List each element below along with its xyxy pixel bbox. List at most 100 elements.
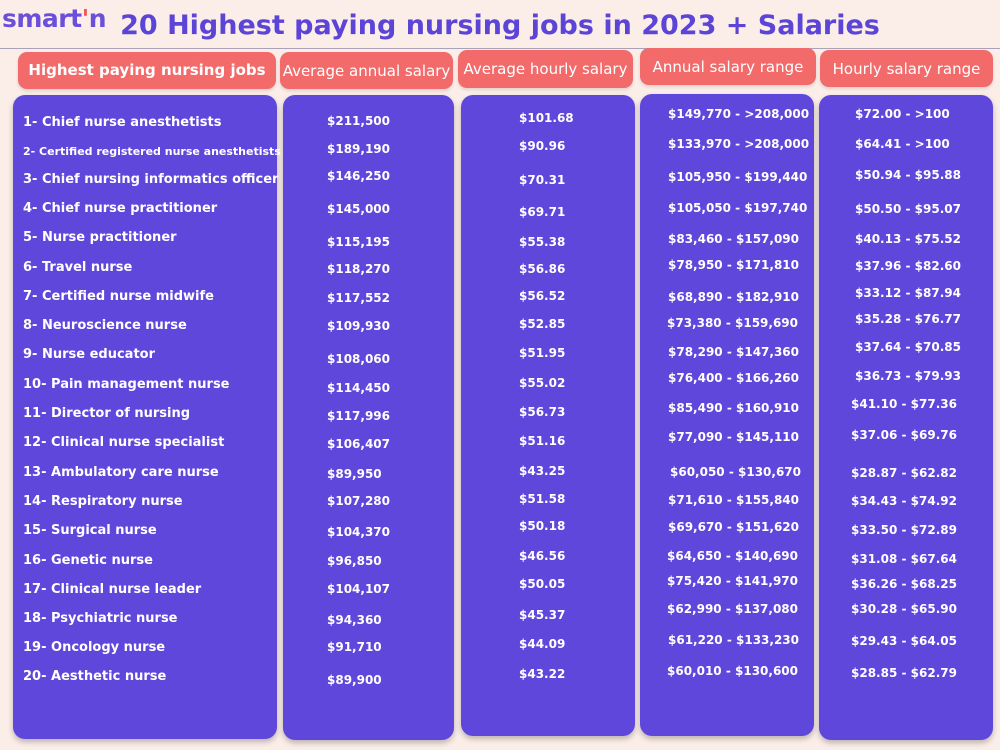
- annual-salary-cell: $107,280: [327, 494, 391, 508]
- hourly-salary-cell: $43.25: [519, 464, 566, 478]
- annual-salary-cell: $108,060: [327, 352, 391, 366]
- hourly-salary-cell: $55.02: [519, 376, 566, 390]
- annual-range-cell: $78,950 - $171,810: [668, 258, 799, 272]
- hourly-salary-cell: $70.31: [519, 173, 566, 187]
- job-name-cell: 9- Nurse educator: [23, 347, 156, 362]
- annual-range-cell: $149,770 - >208,000: [668, 107, 810, 121]
- header-annual-salary: Average annual salary: [280, 52, 453, 89]
- annual-range-cell: $76,400 - $166,260: [668, 371, 799, 385]
- hourly-range-cell: $31.08 - $67.64: [851, 552, 957, 566]
- hourly-salary-cell: $56.73: [519, 405, 566, 419]
- hourly-range-cell: $35.28 - $76.77: [855, 312, 961, 326]
- header-job: Highest paying nursing jobs: [18, 52, 276, 89]
- hourly-range-cell: $37.96 - $82.60: [855, 259, 961, 273]
- hourly-range-cell: $41.10 - $77.36: [851, 397, 957, 411]
- hourly-salary-cell: $44.09: [519, 637, 566, 651]
- hourly-salary-cell: $90.96: [519, 139, 566, 153]
- annual-salary-cell: $104,107: [327, 582, 391, 596]
- annual-range-cell: $60,050 - $130,670: [670, 465, 801, 479]
- hourly-salary-cell: $56.86: [519, 262, 566, 276]
- hourly-range-cell: $30.28 - $65.90: [851, 602, 957, 616]
- job-name-cell: 10- Pain management nurse: [23, 377, 230, 392]
- annual-range-cell: $83,460 - $157,090: [668, 232, 799, 246]
- hourly-range-cell: $33.12 - $87.94: [855, 286, 961, 300]
- annual-range-cell: $105,950 - $199,440: [668, 170, 808, 184]
- job-name-cell: 13- Ambulatory care nurse: [23, 465, 219, 480]
- annual-salary-cell: $146,250: [327, 169, 391, 183]
- hourly-salary-cell: $46.56: [519, 549, 566, 563]
- annual-salary-cell: $94,360: [327, 613, 382, 627]
- panel-annual-salary: [283, 95, 454, 740]
- annual-salary-cell: $117,552: [327, 291, 391, 305]
- hourly-range-cell: $37.06 - $69.76: [851, 428, 957, 442]
- annual-range-cell: $71,610 - $155,840: [668, 493, 799, 507]
- hourly-salary-cell: $51.95: [519, 346, 566, 360]
- job-name-cell: 17- Clinical nurse leader: [23, 582, 202, 597]
- annual-range-cell: $73,380 - $159,690: [667, 316, 798, 330]
- annual-salary-cell: $104,370: [327, 525, 391, 539]
- annual-range-cell: $77,090 - $145,110: [668, 430, 799, 444]
- annual-salary-cell: $91,710: [327, 640, 382, 654]
- job-name-cell: 6- Travel nurse: [23, 260, 133, 275]
- hourly-salary-cell: $101.68: [519, 111, 574, 125]
- annual-range-cell: $69,670 - $151,620: [668, 520, 799, 534]
- hourly-salary-cell: $51.16: [519, 434, 566, 448]
- annual-range-cell: $105,050 - $197,740: [668, 201, 808, 215]
- header-annual-range: Annual salary range: [640, 48, 816, 85]
- annual-salary-cell: $115,195: [327, 235, 391, 249]
- annual-range-cell: $64,650 - $140,690: [667, 549, 798, 563]
- job-name-cell: 12- Clinical nurse specialist: [23, 435, 225, 450]
- hourly-range-cell: $64.41 - >100: [855, 137, 950, 151]
- annual-salary-cell: $96,850: [327, 554, 382, 568]
- hourly-salary-cell: $50.18: [519, 519, 566, 533]
- hourly-salary-cell: $50.05: [519, 577, 566, 591]
- annual-range-cell: $133,970 - >208,000: [668, 137, 810, 151]
- annual-salary-cell: $106,407: [327, 437, 391, 451]
- hourly-salary-cell: $45.37: [519, 608, 566, 622]
- annual-salary-cell: $109,930: [327, 319, 391, 333]
- title-divider: [0, 48, 1000, 49]
- hourly-range-cell: $28.87 - $62.82: [851, 466, 957, 480]
- panel-hourly-salary: [461, 95, 635, 736]
- job-name-cell: 15- Surgical nurse: [23, 523, 157, 538]
- job-name-cell: 3- Chief nursing informatics officer: [23, 172, 279, 187]
- hourly-range-cell: $29.43 - $64.05: [851, 634, 957, 648]
- annual-salary-cell: $114,450: [327, 381, 391, 395]
- hourly-range-cell: $33.50 - $72.89: [851, 523, 957, 537]
- annual-range-cell: $78,290 - $147,360: [668, 345, 799, 359]
- annual-salary-cell: $189,190: [327, 142, 391, 156]
- header-hourly-range: Hourly salary range: [820, 50, 993, 87]
- hourly-salary-cell: $56.52: [519, 289, 566, 303]
- job-name-cell: 19- Oncology nurse: [23, 640, 166, 655]
- annual-range-cell: $62,990 - $137,080: [667, 602, 798, 616]
- logo-text-end: n: [88, 4, 107, 33]
- job-name-cell: 2- Certified registered nurse anesthetis…: [23, 145, 281, 158]
- annual-range-cell: $60,010 - $130,600: [667, 664, 798, 678]
- page-title: 20 Highest paying nursing jobs in 2023 +…: [0, 10, 1000, 41]
- hourly-range-cell: $50.50 - $95.07: [855, 202, 961, 216]
- annual-salary-cell: $89,950: [327, 467, 382, 481]
- logo-apostrophe: ': [81, 4, 90, 33]
- job-name-cell: 20- Aesthetic nurse: [23, 669, 167, 684]
- job-name-cell: 1- Chief nurse anesthetists: [23, 115, 222, 130]
- job-name-cell: 14- Respiratory nurse: [23, 494, 183, 509]
- panel-job: [13, 95, 277, 739]
- hourly-salary-cell: $55.38: [519, 235, 566, 249]
- annual-salary-cell: $117,996: [327, 409, 391, 423]
- annual-salary-cell: $211,500: [327, 114, 391, 128]
- brand-logo: smart'n: [2, 4, 107, 33]
- page-title-text: 20 Highest paying nursing jobs in 2023 +…: [120, 10, 880, 41]
- job-name-cell: 18- Psychiatric nurse: [23, 611, 178, 626]
- hourly-range-cell: $72.00 - >100: [855, 107, 950, 121]
- annual-salary-cell: $145,000: [327, 202, 391, 216]
- annual-salary-cell: $118,270: [327, 262, 391, 276]
- annual-range-cell: $61,220 - $133,230: [668, 633, 799, 647]
- header-hourly-salary: Average hourly salary: [458, 50, 633, 88]
- panel-annual-range: [640, 94, 814, 736]
- hourly-range-cell: $50.94 - $95.88: [855, 168, 961, 182]
- hourly-salary-cell: $51.58: [519, 492, 566, 506]
- hourly-salary-cell: $43.22: [519, 667, 566, 681]
- job-name-cell: 4- Chief nurse practitioner: [23, 201, 218, 216]
- annual-range-cell: $68,890 - $182,910: [668, 290, 799, 304]
- panel-hourly-range: [819, 95, 993, 740]
